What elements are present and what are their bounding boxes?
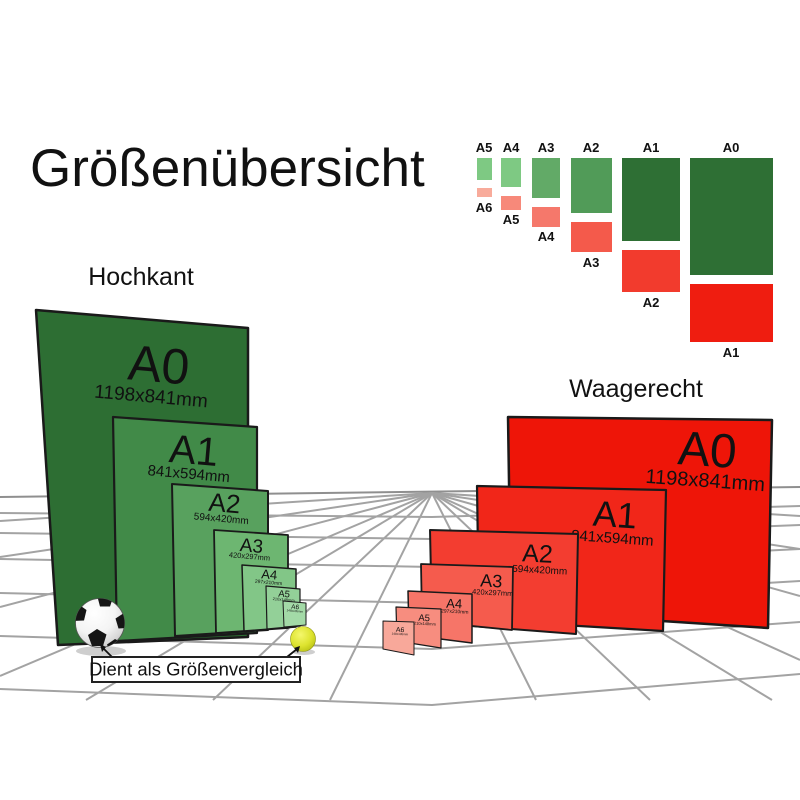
soccer-ball-shadow <box>76 646 126 656</box>
portrait-sheet-a3-name: A3 <box>239 535 264 558</box>
landscape-sheet-a2-dims: 594x420mm <box>512 564 568 578</box>
landscape-sheet-a1-name: A1 <box>592 493 639 537</box>
callout-arrow-right-line <box>286 648 298 658</box>
landscape-stack: A0 1198x841mm A1 841x594mm A2 594x420mm … <box>382 415 774 656</box>
mini-portrait-a0 <box>690 158 773 275</box>
portrait-sheet-a5-name: A5 <box>278 589 291 601</box>
landscape-sheet-a5-text: A5 210x148mm <box>414 613 437 627</box>
mini-landscape-a1-label: A1 <box>723 345 740 360</box>
landscape-sheet-a3-name: A3 <box>480 570 503 591</box>
portrait-sheet-a2-name: A2 <box>207 487 241 520</box>
callout-arrow-right-head <box>294 646 300 653</box>
mini-portrait-a5 <box>477 158 492 180</box>
landscape-sheet-a0-name: A0 <box>676 422 738 479</box>
portrait-sheet-a2-text: A2 594x420mm <box>193 487 249 527</box>
mini-landscape-a2 <box>622 250 680 292</box>
landscape-sheet-a2-name: A2 <box>522 539 554 569</box>
mini-portrait-a5-label: A5 <box>476 140 493 155</box>
portrait-sheet-a6-name: A6 <box>291 604 300 612</box>
landscape-sheet-a6-text: A6 148x105mm <box>392 627 409 637</box>
mini-portrait-a2-label: A2 <box>583 140 600 155</box>
landscape-sheet-a6-name: A6 <box>396 627 405 634</box>
portrait-sheet-a6: A6 148x105mm <box>282 600 307 628</box>
landscape-heading: Waagerecht <box>569 375 703 403</box>
mini-landscape-a3 <box>571 222 612 252</box>
comparison-label-box <box>91 656 301 683</box>
landscape-sheet-a6-dims: 148x105mm <box>392 632 409 637</box>
mini-landscape-a2-label: A2 <box>643 295 660 310</box>
landscape-sheet-a0-text: A0 1198x841mm <box>645 422 766 496</box>
mini-portrait-a2 <box>571 158 612 213</box>
comparison-callout: Dient als Größenvergleich <box>89 644 303 683</box>
landscape-sheet-a3-dims: 420x297mm <box>472 587 514 598</box>
callout-arrow-left-line <box>102 647 113 658</box>
mini-landscape-a6 <box>477 188 492 197</box>
grid-row-line <box>0 673 800 707</box>
portrait-sheet-a6-dims: 148x105mm <box>286 608 303 613</box>
portrait-sheet-a4-text: A4 297x210mm <box>255 566 283 587</box>
tennis-ball-body <box>290 626 316 652</box>
grid-diagonal-left <box>329 492 433 701</box>
mini-landscape-a4 <box>532 207 560 227</box>
landscape-sheet-a4-text: A4 297x210mm <box>441 596 469 616</box>
mini-portrait-a4-label: A4 <box>503 140 520 155</box>
landscape-sheet-a6-face <box>382 620 415 656</box>
portrait-sheet-a6-face <box>282 600 307 628</box>
portrait-sheet-a3-text: A3 420x297mm <box>229 535 271 563</box>
portrait-sheet-a1-name: A1 <box>167 427 220 475</box>
portrait-sheet-a5-text: A5 210x148mm <box>273 589 296 603</box>
landscape-sheet-a5-name: A5 <box>418 613 430 625</box>
portrait-sheet-a4-name: A4 <box>261 566 278 582</box>
callout-arrow-left-head <box>100 644 106 652</box>
portrait-sheet-a1-text: A1 841x594mm <box>147 427 231 486</box>
portrait-sheet-a6-text: A6 148x105mm <box>286 604 303 614</box>
mini-portrait-a1 <box>622 158 680 241</box>
landscape-sheet-a5-dims: 210x148mm <box>414 620 437 626</box>
mini-portrait-a4 <box>501 158 521 187</box>
landscape-sheet-a6: A6 148x105mm <box>382 620 415 656</box>
mini-portrait-a3-label: A3 <box>538 140 555 155</box>
mini-landscape-a5 <box>501 196 521 210</box>
portrait-sheet-a0-name: A0 <box>126 334 192 395</box>
landscape-sheet-a3-text: A3 420x297mm <box>472 570 514 598</box>
portrait-sheet-a5-dims: 210x148mm <box>273 596 296 603</box>
mini-landscape-a3-label: A3 <box>583 255 600 270</box>
page-title: Größenübersicht <box>30 139 425 198</box>
landscape-sheet-a1-dims: 841x594mm <box>571 527 655 550</box>
mini-size-chart: A5 A4 A3 A2 A1 A0 A6 A5 A4 A3 A2 A1 <box>476 140 773 360</box>
landscape-sheet-a1-text: A1 841x594mm <box>571 493 655 550</box>
mini-portrait-a0-label: A0 <box>723 140 740 155</box>
mini-landscape-a1 <box>690 284 773 342</box>
portrait-heading: Hochkant <box>88 263 194 291</box>
mini-portrait-a3 <box>532 158 560 198</box>
mini-landscape-a6-label: A6 <box>476 200 493 215</box>
comparison-label: Dient als Größenvergleich <box>89 659 303 680</box>
landscape-sheet-a4-dims: 297x210mm <box>441 608 469 615</box>
mini-landscape-a4-label: A4 <box>538 229 555 244</box>
portrait-sheet-a3-dims: 420x297mm <box>229 550 271 563</box>
mini-landscape-a5-label: A5 <box>503 212 520 227</box>
landscape-sheet-a2-text: A2 594x420mm <box>512 539 568 578</box>
portrait-sheet-a2-dims: 594x420mm <box>193 511 249 527</box>
portrait-sheet-a4-dims: 297x210mm <box>255 579 283 587</box>
mini-portrait-a1-label: A1 <box>643 140 660 155</box>
landscape-sheet-a4-name: A4 <box>446 596 463 612</box>
portrait-stack: A0 1198x841mm A1 841x594mm A2 594x420mm … <box>34 308 307 647</box>
